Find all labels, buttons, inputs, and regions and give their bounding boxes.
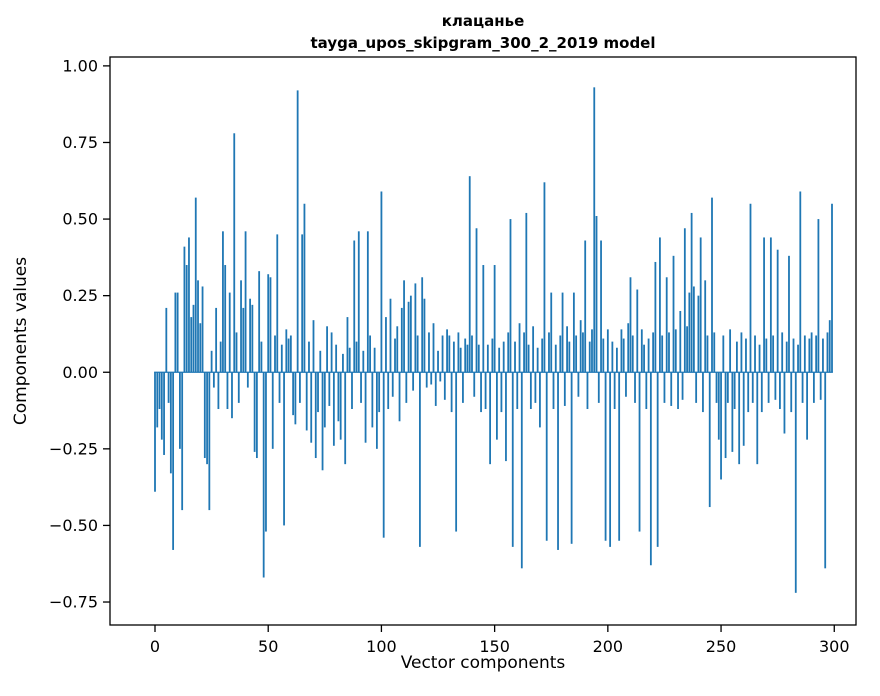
x-tick-label: 250 (706, 637, 737, 656)
axes-group: −0.75 −0.50 −0.25 0.00 0.25 0.50 0.75 1.00 0 50 10… (49, 56, 850, 656)
x-tick-label: 200 (593, 637, 624, 656)
bars-group (154, 87, 833, 593)
y-tick-label: 0.75 (62, 133, 98, 152)
y-tick-label: 0.25 (62, 286, 98, 305)
x-tick-label: 100 (366, 637, 397, 656)
y-tick-label: 0.00 (62, 363, 98, 382)
x-tick-label: 300 (819, 637, 850, 656)
chart-title: клацанье (442, 12, 525, 30)
y-tick-label: −0.75 (49, 593, 98, 612)
axes-frame (109, 56, 857, 626)
y-axis-label: Components values (11, 257, 31, 425)
x-tick-label: 150 (479, 637, 510, 656)
x-axis-label: Vector components (401, 653, 566, 673)
x-tick-label: 50 (258, 637, 278, 656)
y-tick-label: −0.25 (49, 439, 98, 458)
y-tick-label: −0.50 (49, 516, 98, 535)
chart-subtitle: tayga_upos_skipgram_300_2_2019 model (311, 34, 656, 52)
y-tick-label: 0.50 (62, 210, 98, 229)
y-tick-label: 1.00 (62, 56, 98, 75)
x-tick-label: 0 (150, 637, 160, 656)
